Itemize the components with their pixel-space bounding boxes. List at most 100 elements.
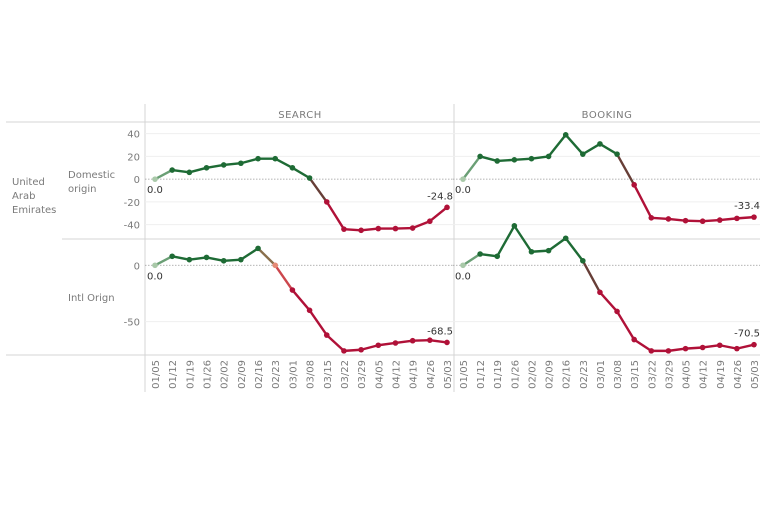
data-point-domestic-origin-booking — [580, 151, 586, 157]
series-segment — [428, 338, 449, 344]
data-point-intl-orign-search — [255, 245, 261, 252]
x-tick-label: 03/01 — [288, 360, 299, 389]
data-point-intl-orign-booking — [545, 247, 552, 254]
x-tick-label: 03/08 — [306, 360, 317, 389]
data-point-intl-orign-booking — [631, 336, 637, 343]
data-point-domestic-origin-search — [409, 225, 416, 231]
series-segment — [735, 215, 756, 220]
data-point-domestic-origin-booking — [631, 182, 637, 188]
x-tick-label: 02/23 — [271, 360, 282, 389]
x-tick-label: 04/05 — [374, 360, 385, 389]
data-point-domestic-origin-booking — [528, 155, 535, 162]
series-segment — [564, 133, 585, 156]
data-point-intl-orign-booking — [614, 308, 620, 315]
data-point-intl-orign-booking — [494, 253, 501, 260]
x-tick-label: 03/08 — [613, 360, 624, 389]
series-segment — [632, 183, 653, 220]
data-point-domestic-origin-booking — [597, 141, 603, 147]
data-point-intl-orign-booking — [511, 223, 518, 229]
data-point-domestic-origin-booking — [734, 215, 740, 222]
data-point-intl-orign-booking — [665, 348, 672, 354]
series-segment — [222, 162, 243, 167]
series-segment — [239, 157, 260, 165]
x-tick-label: 01/19 — [493, 360, 504, 389]
series-segment — [325, 200, 346, 231]
data-point-domestic-origin-search — [203, 164, 210, 171]
row-header-country-line1: United — [12, 177, 45, 188]
data-point-intl-orign-booking — [580, 257, 586, 264]
data-point-intl-orign-booking — [751, 341, 757, 348]
x-tick-label: 05/03 — [750, 360, 760, 389]
data-point-intl-orign-search — [358, 346, 364, 353]
x-tick-label: 04/26 — [426, 360, 437, 389]
series-segment — [342, 227, 363, 232]
series-segment — [291, 288, 311, 312]
data-point-domestic-origin-search — [444, 204, 450, 211]
series-segment — [188, 256, 208, 261]
series-segment — [667, 217, 687, 222]
data-label: -33.4 — [734, 201, 760, 212]
row-header-intl: Intl Orign — [68, 293, 115, 304]
data-label: 0.0 — [455, 185, 471, 196]
data-point-domestic-origin-search — [152, 176, 158, 182]
data-point-intl-orign-booking — [460, 262, 466, 269]
data-point-intl-orign-search — [306, 307, 313, 314]
series-segment — [496, 158, 516, 163]
data-point-intl-orign-booking — [699, 344, 706, 351]
series-segment — [274, 157, 294, 169]
series-segment — [496, 224, 516, 258]
data-point-intl-orign-search — [152, 262, 158, 269]
x-tick-label: 02/16 — [562, 360, 573, 389]
data-point-intl-orign-search — [186, 256, 193, 263]
series-segment — [735, 343, 756, 350]
series-segment — [394, 339, 414, 345]
x-tick-label: 03/29 — [664, 360, 675, 389]
series-segment — [701, 344, 721, 349]
y-tick-label: -50 — [124, 318, 140, 329]
series-segment — [359, 344, 380, 351]
y-tick-label: -40 — [124, 221, 140, 232]
x-tick-label: 01/05 — [151, 360, 162, 389]
data-point-domestic-origin-search — [220, 162, 227, 168]
series-segment — [256, 247, 277, 267]
y-tick-label: 20 — [127, 152, 140, 163]
series-segment — [428, 206, 449, 223]
x-tick-label: 01/12 — [476, 360, 487, 389]
series-segment — [239, 247, 260, 261]
series-segment — [461, 252, 482, 267]
x-tick-label: 01/19 — [185, 360, 196, 389]
series-segment — [615, 152, 636, 187]
x-tick-label: 02/02 — [220, 360, 231, 389]
data-point-domestic-origin-search — [392, 225, 399, 232]
series-segment — [170, 168, 191, 174]
series-segment — [411, 220, 432, 230]
data-point-domestic-origin-booking — [494, 158, 501, 164]
x-tick-label: 01/26 — [203, 360, 214, 389]
data-point-domestic-origin-booking — [699, 218, 706, 225]
series-segment — [718, 217, 739, 222]
x-tick-label: 04/12 — [699, 360, 710, 389]
data-point-intl-orign-booking — [648, 348, 655, 354]
series-segment — [667, 347, 687, 353]
data-point-domestic-origin-search — [272, 155, 279, 162]
x-tick-label: 04/12 — [391, 360, 402, 389]
series-segment — [205, 256, 225, 262]
row-header-country-line3: Emirates — [12, 205, 56, 216]
row-header-domestic-line2: origin — [68, 184, 96, 195]
data-point-intl-orign-booking — [528, 248, 535, 255]
series-segment — [308, 309, 328, 337]
x-tick-label: 01/05 — [459, 360, 470, 389]
series-segment — [394, 226, 414, 230]
data-point-domestic-origin-search — [341, 226, 347, 232]
x-tick-label: 03/22 — [647, 360, 658, 389]
series-segment — [188, 166, 208, 174]
series-segment — [478, 155, 499, 163]
data-point-domestic-origin-search — [375, 225, 382, 232]
series-segment — [598, 291, 619, 313]
data-point-domestic-origin-booking — [460, 176, 466, 182]
data-label: 0.0 — [147, 185, 163, 196]
data-point-intl-orign-search — [169, 253, 175, 260]
data-point-intl-orign-search — [323, 332, 330, 338]
series-segment — [513, 157, 533, 162]
